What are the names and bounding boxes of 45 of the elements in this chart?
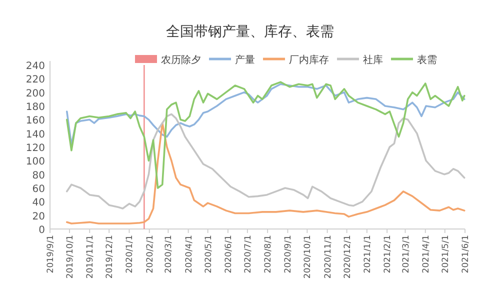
y-tick-label: 140 [26,129,45,140]
x-tick-label: 2020/3/1 [164,235,174,274]
y-tick-label: 120 [26,143,45,154]
y-tick-label: 220 [26,74,45,86]
x-tick-label: 2021/4/1 [421,235,432,274]
x-tick-label: 2021/1/1 [362,235,373,274]
x-tick-label: 2021/6/1 [461,235,471,274]
legend-label: 厂内库存 [289,54,329,66]
x-tick-label: 2020/6/1 [224,235,234,274]
x-tick-label: 2020/12/1 [342,235,353,279]
y-tick-label: 60 [32,184,45,195]
x-tick-label: 2019/11/1 [86,235,96,279]
y-tick-label: 240 [26,61,45,72]
x-tick-label: 2019/12/1 [105,235,116,279]
x-tick-label: 2020/4/1 [184,235,194,274]
x-tick-label: 2020/8/1 [264,235,274,274]
y-tick-label: 180 [26,102,45,113]
x-tick-label: 2020/1/1 [125,235,136,274]
ref-line-label: 农历除夕 [161,54,201,66]
y-tick-label: 200 [26,88,45,100]
line-series [66,83,466,146]
y-tick-label: 40 [32,198,45,209]
legend-label: 表需 [417,54,437,66]
x-tick-label: 2021/2/1 [383,235,394,274]
y-tick-label: 160 [26,116,45,127]
x-tick-label: 2021/3/1 [401,235,412,274]
x-tick-label: 2020/7/1 [243,235,254,274]
y-tick-label: 100 [26,156,45,168]
x-tick-label: 2020/11/1 [323,235,334,279]
y-tick-label: 20 [32,211,45,222]
x-tick-label: 2020/5/1 [204,235,214,274]
x-tick-label: 2019/9/1 [46,235,56,274]
x-tick-label: 2019/10/1 [65,235,76,279]
x-tick-label: 2021/5/1 [440,235,451,274]
legend-label: 产量 [235,54,255,66]
line-series [66,113,466,210]
x-tick-label: 2020/2/1 [145,235,156,274]
chart-title: 全国带钢产量、库存、表需 [166,24,334,40]
y-tick-label: 80 [32,170,45,182]
line-series [66,122,466,224]
x-tick-label: 2020/9/1 [284,235,294,274]
x-tick-label: 2020/10/1 [303,235,314,279]
y-tick-label: 0 [38,225,45,236]
legend-label: 社库 [363,54,383,66]
line-series [66,81,466,189]
